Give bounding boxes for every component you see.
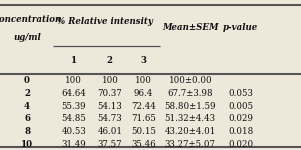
Text: 54.13: 54.13 (98, 102, 122, 111)
Text: 96.4: 96.4 (134, 89, 153, 98)
Text: 1: 1 (71, 56, 77, 65)
Text: 37.57: 37.57 (98, 140, 122, 149)
Text: % Relative intensity: % Relative intensity (57, 16, 153, 26)
Text: 0.020: 0.020 (228, 140, 253, 149)
Text: 0.018: 0.018 (228, 127, 253, 136)
Text: 58.80±1.59: 58.80±1.59 (164, 102, 216, 111)
Text: 8: 8 (24, 127, 30, 136)
Text: 70.37: 70.37 (98, 89, 122, 98)
Text: 6: 6 (24, 114, 30, 123)
Text: 100: 100 (65, 76, 82, 85)
Text: 67.7±3.98: 67.7±3.98 (167, 89, 213, 98)
Text: 64.64: 64.64 (61, 89, 86, 98)
Text: 0.005: 0.005 (228, 102, 253, 111)
Text: 33.27±5.07: 33.27±5.07 (165, 140, 216, 149)
Text: 54.73: 54.73 (98, 114, 122, 123)
Text: 72.44: 72.44 (131, 102, 156, 111)
Text: ug/ml: ug/ml (13, 33, 41, 42)
Text: 10: 10 (21, 140, 33, 149)
Text: Mean±SEM: Mean±SEM (162, 22, 219, 32)
Text: 55.39: 55.39 (61, 102, 86, 111)
Text: 2: 2 (24, 89, 30, 98)
Text: 0.029: 0.029 (228, 114, 253, 123)
Text: 0: 0 (24, 76, 30, 85)
Text: 4: 4 (24, 102, 30, 111)
Text: Concentration: Concentration (0, 15, 62, 24)
Text: 35.46: 35.46 (131, 140, 156, 149)
Text: 100: 100 (101, 76, 118, 85)
Text: p-value: p-value (223, 22, 259, 32)
Text: 46.01: 46.01 (97, 127, 123, 136)
Text: 3: 3 (141, 56, 147, 65)
Text: 100±0.00: 100±0.00 (169, 76, 212, 85)
Text: 51.32±4.43: 51.32±4.43 (165, 114, 216, 123)
Text: 40.53: 40.53 (61, 127, 86, 136)
Text: 50.15: 50.15 (131, 127, 156, 136)
Text: 43.20±4.01: 43.20±4.01 (165, 127, 216, 136)
Text: 2: 2 (107, 56, 113, 65)
Text: 100: 100 (135, 76, 152, 85)
Text: 54.85: 54.85 (61, 114, 86, 123)
Text: 31.49: 31.49 (61, 140, 86, 149)
Text: 0.053: 0.053 (228, 89, 253, 98)
Text: 71.65: 71.65 (131, 114, 156, 123)
